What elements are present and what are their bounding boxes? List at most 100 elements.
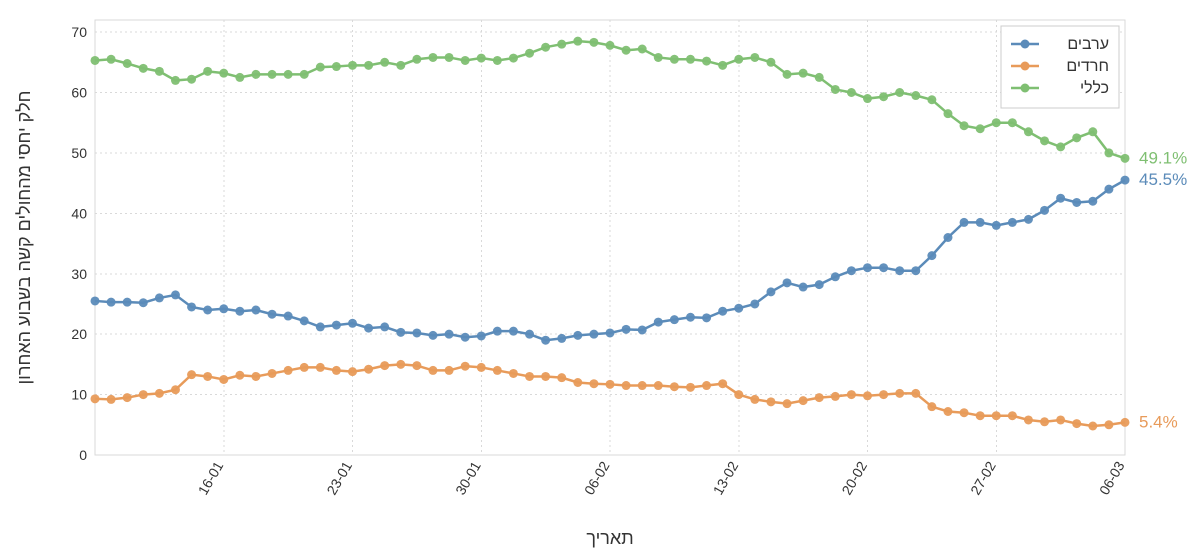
- data-point: [943, 109, 952, 118]
- data-point: [573, 37, 582, 46]
- data-point: [445, 53, 454, 62]
- data-point: [976, 124, 985, 133]
- data-point: [477, 363, 486, 372]
- x-axis-label: תאריך: [586, 528, 633, 548]
- data-point: [589, 38, 598, 47]
- data-point: [895, 266, 904, 275]
- data-point: [235, 307, 244, 316]
- data-point: [477, 331, 486, 340]
- data-point: [139, 298, 148, 307]
- data-point: [380, 361, 389, 370]
- data-point: [268, 369, 277, 378]
- data-point: [686, 313, 695, 322]
- data-point: [412, 55, 421, 64]
- data-point: [187, 75, 196, 84]
- data-point: [863, 94, 872, 103]
- data-point: [364, 365, 373, 374]
- ytick-label: 30: [71, 266, 87, 282]
- data-point: [799, 69, 808, 78]
- data-point: [911, 389, 920, 398]
- ytick-label: 60: [71, 85, 87, 101]
- data-point: [509, 327, 518, 336]
- data-point: [766, 58, 775, 67]
- data-point: [992, 221, 1001, 230]
- data-point: [1088, 422, 1097, 431]
- data-point: [734, 304, 743, 313]
- data-point: [203, 372, 212, 381]
- data-point: [509, 54, 518, 63]
- data-point: [943, 407, 952, 416]
- data-point: [766, 287, 775, 296]
- ytick-label: 70: [71, 24, 87, 40]
- data-point: [155, 389, 164, 398]
- data-point: [493, 366, 502, 375]
- data-point: [268, 70, 277, 79]
- end-value-label: 5.4%: [1139, 412, 1178, 431]
- data-point: [461, 333, 470, 342]
- data-point: [107, 298, 116, 307]
- data-point: [960, 408, 969, 417]
- data-point: [348, 61, 357, 70]
- data-point: [557, 40, 566, 49]
- data-point: [976, 411, 985, 420]
- data-point: [927, 251, 936, 260]
- data-point: [380, 58, 389, 67]
- data-point: [622, 381, 631, 390]
- data-point: [123, 59, 132, 68]
- legend-marker: [1021, 84, 1030, 93]
- data-point: [879, 92, 888, 101]
- data-point: [992, 411, 1001, 420]
- data-point: [686, 55, 695, 64]
- data-point: [1121, 418, 1130, 427]
- data-point: [91, 296, 100, 305]
- data-point: [316, 63, 325, 72]
- data-point: [1072, 419, 1081, 428]
- data-point: [1121, 154, 1130, 163]
- data-point: [364, 61, 373, 70]
- data-point: [332, 321, 341, 330]
- data-point: [992, 118, 1001, 127]
- data-point: [107, 395, 116, 404]
- data-point: [734, 55, 743, 64]
- data-point: [155, 293, 164, 302]
- data-point: [284, 366, 293, 375]
- data-point: [235, 371, 244, 380]
- data-point: [654, 53, 663, 62]
- data-point: [171, 385, 180, 394]
- data-point: [638, 325, 647, 334]
- data-point: [139, 64, 148, 73]
- data-point: [783, 278, 792, 287]
- data-point: [895, 389, 904, 398]
- end-value-label: 45.5%: [1139, 170, 1187, 189]
- data-point: [1056, 415, 1065, 424]
- data-point: [847, 390, 856, 399]
- data-point: [251, 372, 260, 381]
- data-point: [670, 315, 679, 324]
- data-point: [879, 263, 888, 272]
- ytick-label: 20: [71, 326, 87, 342]
- data-point: [606, 380, 615, 389]
- data-point: [268, 310, 277, 319]
- legend-label: כללי: [1080, 79, 1109, 97]
- data-point: [461, 56, 470, 65]
- data-point: [251, 70, 260, 79]
- data-point: [799, 283, 808, 292]
- data-point: [702, 381, 711, 390]
- data-point: [445, 330, 454, 339]
- ytick-label: 0: [79, 447, 87, 463]
- data-point: [831, 85, 840, 94]
- data-point: [380, 322, 389, 331]
- data-point: [91, 56, 100, 65]
- data-point: [428, 366, 437, 375]
- data-point: [1104, 420, 1113, 429]
- data-point: [219, 304, 228, 313]
- data-point: [654, 318, 663, 327]
- data-point: [1008, 218, 1017, 227]
- data-point: [396, 360, 405, 369]
- data-point: [187, 370, 196, 379]
- data-point: [1056, 194, 1065, 203]
- data-point: [1024, 415, 1033, 424]
- data-point: [1104, 185, 1113, 194]
- data-point: [702, 313, 711, 322]
- data-point: [589, 330, 598, 339]
